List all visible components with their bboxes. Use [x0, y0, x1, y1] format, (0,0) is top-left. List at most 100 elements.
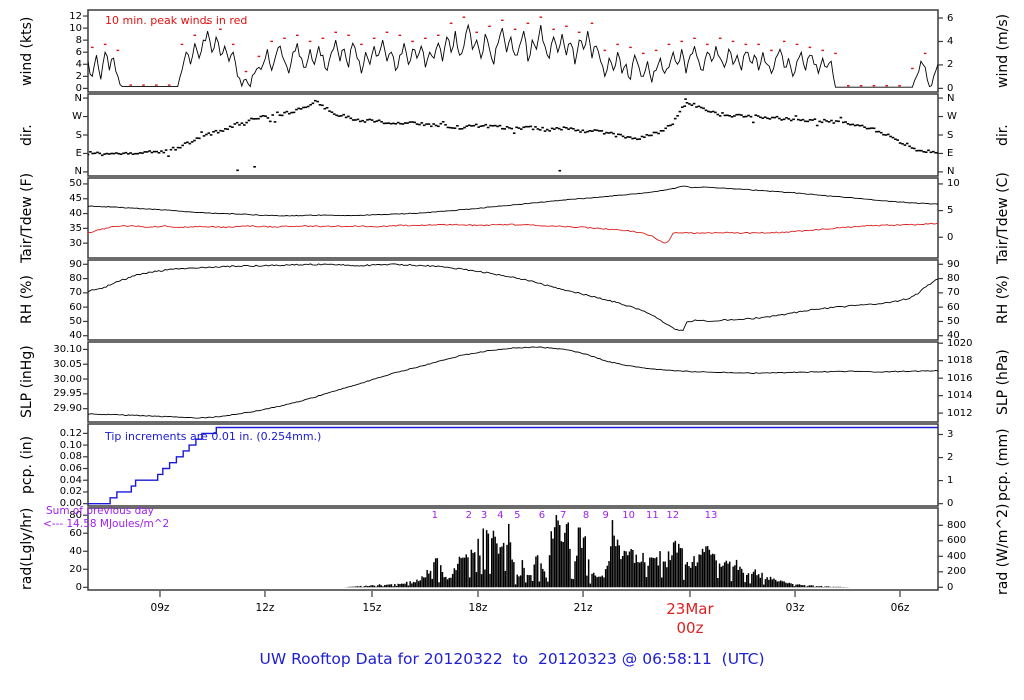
dir-dot	[711, 110, 715, 113]
wind-peak-dot	[552, 28, 555, 30]
rad-bar	[645, 577, 648, 588]
dir-dot	[671, 123, 675, 126]
dir-dot-outlier	[684, 98, 687, 100]
rad-bar	[511, 559, 513, 588]
rad-bar	[659, 551, 661, 588]
rad-bar	[383, 585, 386, 588]
rad-bar	[525, 582, 527, 588]
tick-label-left: 10	[69, 22, 82, 34]
tick-label-right: 0	[947, 82, 954, 94]
dir-dot	[477, 126, 480, 128]
tick-label-right: 40	[947, 330, 960, 342]
rad-bar	[706, 546, 709, 588]
rad-bar	[438, 582, 440, 588]
tick-label-left: 0.10	[59, 439, 82, 451]
dir-dot	[328, 110, 331, 112]
rad-bar	[780, 580, 782, 588]
tick-label-left: 35	[69, 222, 82, 234]
rad-bar	[606, 565, 609, 588]
dir-dot	[865, 127, 869, 130]
dir-dot	[470, 125, 473, 127]
dir-dot	[259, 115, 263, 118]
wind-peak-dot	[231, 43, 235, 46]
tick-label-left: 40	[69, 330, 82, 342]
rad-bar	[837, 586, 840, 588]
rad-bar	[535, 556, 537, 588]
tick-label-right: 4	[947, 35, 954, 47]
rad-bar	[423, 577, 425, 588]
rad-bar	[557, 520, 559, 588]
rad-bar	[351, 586, 354, 588]
wind-peak-dot	[398, 34, 402, 36]
dir-dot	[785, 117, 788, 119]
dir-dot	[164, 149, 168, 151]
rad-bar	[579, 527, 581, 588]
tick-label-left: 20	[69, 563, 82, 575]
tick-label-left: 12	[69, 10, 82, 22]
dir-dot	[842, 121, 845, 124]
dir-dot	[614, 135, 618, 138]
dir-dot	[669, 124, 672, 127]
dir-dot	[266, 117, 270, 119]
wind-peak-dot	[513, 28, 517, 30]
dir-dot	[676, 115, 679, 117]
rad-bar	[610, 546, 612, 588]
dir-dot	[112, 152, 116, 155]
dir-dot	[730, 116, 734, 118]
dir-dot	[884, 134, 888, 136]
dir-dot	[643, 136, 646, 138]
rad-bar	[441, 572, 444, 588]
dir-dot	[340, 115, 343, 117]
rad-bar	[688, 566, 690, 588]
dir-dot	[804, 120, 807, 123]
dir-dot	[219, 129, 222, 132]
rad-bar	[752, 571, 755, 588]
tick-label-left: 2	[75, 70, 82, 82]
tick-label-right: N	[947, 92, 955, 104]
rad-bar	[644, 562, 646, 588]
tick-label-right: N	[947, 166, 955, 178]
dir-dot	[662, 130, 665, 132]
rad-bar	[472, 552, 474, 588]
dir-dot	[451, 127, 454, 129]
rad-bar	[355, 586, 357, 588]
dir-dot	[441, 121, 445, 123]
rad-bar	[448, 577, 450, 588]
rad-bar	[695, 566, 697, 588]
rad-bar	[552, 538, 554, 588]
rad-bar	[543, 571, 546, 588]
dir-dot	[183, 142, 187, 144]
rad-bar	[824, 586, 826, 588]
dir-dot	[553, 128, 556, 130]
dir-dot	[664, 127, 667, 130]
dir-dot	[411, 121, 414, 123]
dir-dot	[863, 126, 866, 128]
series-Tair_F	[88, 185, 938, 217]
rad-bar	[395, 585, 398, 588]
dir-dot	[228, 125, 232, 128]
dir-dot	[449, 126, 452, 129]
rad-bar	[666, 567, 668, 588]
panel-frame-dir	[87, 93, 939, 177]
dir-dot	[849, 123, 852, 126]
rad-hour-mark: 2	[465, 510, 472, 521]
wind-peak-dot	[308, 40, 312, 43]
dir-dot	[342, 113, 345, 116]
axis-label-right-pcp: pcp. (mm)	[995, 428, 1011, 502]
wind-peak-dot	[155, 84, 158, 86]
dir-dot	[103, 153, 106, 155]
dir-dot	[269, 120, 272, 123]
dir-dot	[205, 133, 208, 136]
dir-dot	[875, 130, 878, 133]
dir-dot	[574, 129, 577, 132]
dir-dot	[252, 118, 255, 120]
rad-bar	[504, 570, 507, 588]
rad-hour-mark: 4	[497, 510, 504, 521]
rad-bar	[399, 584, 401, 588]
rad-bar	[825, 586, 828, 588]
dir-dot	[344, 116, 348, 119]
dir-dot	[370, 119, 374, 121]
dir-dot	[484, 123, 488, 126]
rad-hour-mark: 7	[559, 510, 567, 521]
wind-peak-dot	[718, 37, 722, 39]
